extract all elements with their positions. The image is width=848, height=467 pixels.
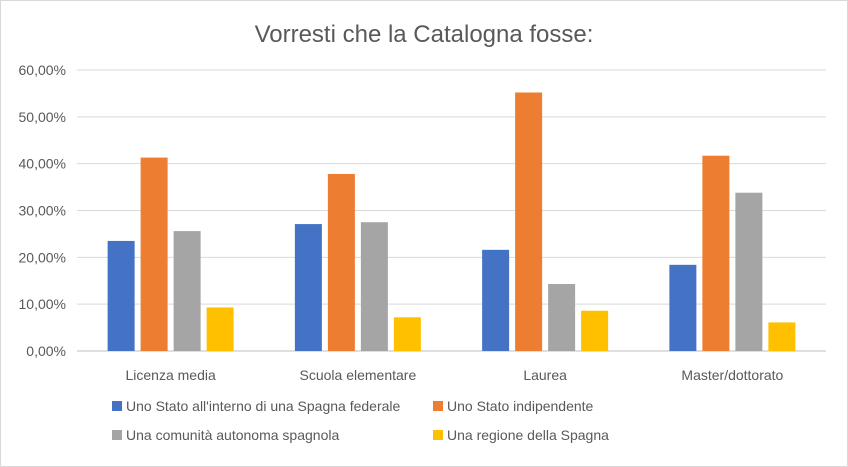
bar-3-1 [702,155,730,351]
legend-swatch [433,401,443,411]
bar-0-1 [140,157,168,351]
y-tick-label: 0,00% [26,343,66,359]
chart-title: Vorresti che la Catalogna fosse: [255,21,594,48]
legend: Uno Stato all'interno di una Spagna fede… [112,398,609,443]
bar-1-2 [360,222,388,351]
bar-1-1 [327,173,355,351]
bar-0-2 [173,231,201,351]
x-category-label: Scuola elementare [300,367,417,383]
bar-1-3 [393,317,421,351]
y-tick-label: 20,00% [19,249,66,265]
legend-label: Uno Stato indipendente [447,398,594,414]
legend-swatch [112,401,122,411]
y-axis-ticks: 0,00% 10,00% 20,00% 30,00% 40,00% 50,00% 60,00… [19,62,66,359]
legend-swatch [112,430,122,440]
legend-swatch [433,430,443,440]
legend-label: Uno Stato all'interno di una Spagna fede… [126,398,401,414]
bar-0-3 [206,307,234,351]
bar-3-3 [768,322,796,351]
y-tick-label: 60,00% [19,62,66,78]
bar-0-0 [107,240,135,351]
gridlines [77,69,826,352]
legend-label: Una comunità autonoma spagnola [126,427,339,443]
bar-2-0 [482,249,510,351]
y-tick-label: 40,00% [19,156,66,172]
bars [107,92,796,351]
bar-2-3 [581,310,609,351]
y-tick-label: 50,00% [19,109,66,125]
y-tick-label: 30,00% [19,203,66,219]
bar-2-2 [548,284,576,351]
bar-1-0 [294,224,322,351]
x-category-label: Laurea [523,367,567,383]
legend-label: Una regione della Spagna [447,427,609,443]
bar-3-0 [669,264,697,351]
x-category-label: Licenza media [125,367,215,383]
bar-3-2 [735,192,763,351]
y-tick-label: 10,00% [19,296,66,312]
x-axis-labels: Licenza media Scuola elementare Laurea Mast… [125,367,783,383]
bar-2-1 [515,92,543,351]
x-category-label: Master/dottorato [681,367,783,383]
